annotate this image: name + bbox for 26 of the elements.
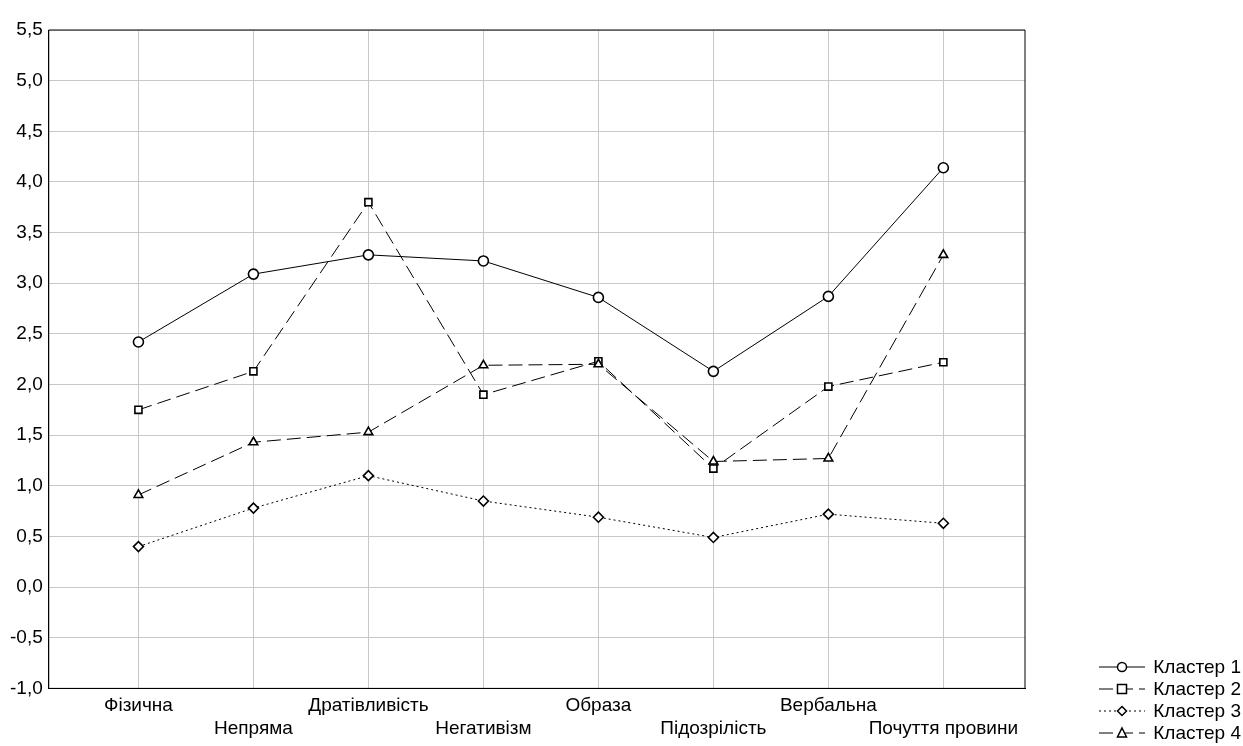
y-tick-label: 4,0 xyxy=(16,170,43,192)
y-tick-label: -0,5 xyxy=(9,625,43,647)
x-tick-label: Почуття провини xyxy=(868,716,1019,738)
x-tick-label: Образа xyxy=(565,694,632,716)
y-tick-label: 3,5 xyxy=(16,220,43,242)
x-tick-label: Негативізм xyxy=(435,716,532,738)
y-tick-label: 2,0 xyxy=(16,372,43,394)
x-tick-label: Непряма xyxy=(213,716,294,738)
x-tick-label: Фізична xyxy=(103,694,174,716)
y-tick-label: 2,5 xyxy=(16,322,43,344)
legend-label: Кластер 4 xyxy=(1153,722,1241,744)
legend-label: Кластер 3 xyxy=(1153,700,1241,722)
x-tick-label: Підозрілість xyxy=(660,716,767,738)
y-tick-label: 1,0 xyxy=(16,474,43,496)
legend-label: Кластер 2 xyxy=(1153,678,1241,700)
y-tick-label: 3,0 xyxy=(16,271,43,293)
y-tick-label: 4,5 xyxy=(16,119,43,141)
y-tick-label: 5,5 xyxy=(16,18,43,40)
y-tick-label: 1,5 xyxy=(16,423,43,445)
y-tick-label: 0,5 xyxy=(16,524,43,546)
y-tick-label: 0,0 xyxy=(16,575,43,597)
y-tick-label: 5,0 xyxy=(16,68,43,90)
x-tick-label: Вербальна xyxy=(779,694,878,716)
legend-label: Кластер 1 xyxy=(1153,656,1241,678)
y-tick-label: -1,0 xyxy=(9,676,43,698)
x-tick-label: Дратівливість xyxy=(308,694,429,716)
